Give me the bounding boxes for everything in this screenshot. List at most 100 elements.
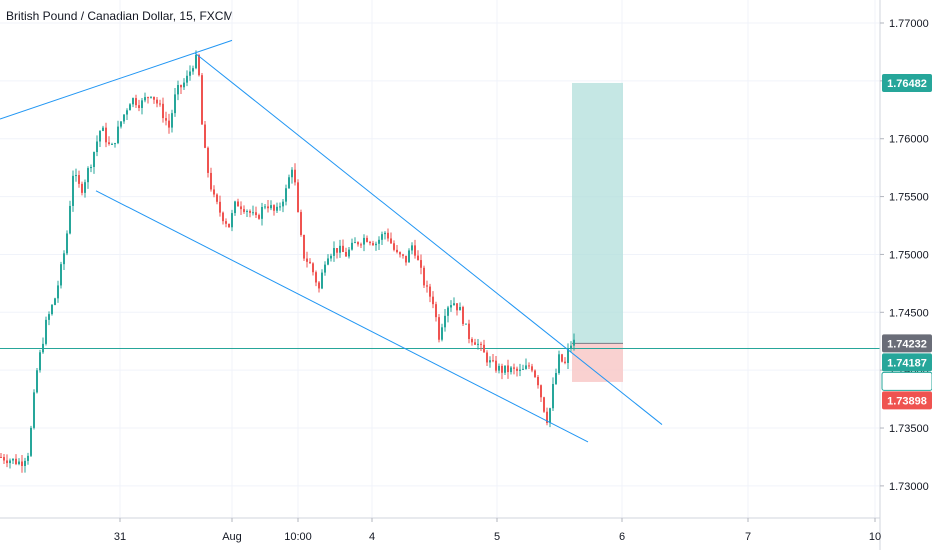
candle-body: [102, 127, 104, 131]
price-badge: [882, 391, 932, 410]
candle-body: [402, 254, 404, 256]
candle-body: [513, 367, 515, 369]
candle-body: [279, 206, 281, 208]
candle-body: [15, 458, 17, 465]
candle-body: [339, 245, 341, 253]
price-tick-label: 1.73500: [889, 423, 929, 435]
price-tick-label: 1.77000: [889, 18, 929, 30]
candle-body: [228, 223, 230, 228]
price-badge-label: 1.74187: [887, 357, 927, 369]
time-tick-label: 6: [619, 531, 625, 543]
candle-body: [99, 130, 101, 142]
candle-body: [252, 212, 254, 214]
candle-body: [141, 100, 143, 108]
candle-body: [45, 319, 47, 344]
candle-body: [165, 118, 167, 121]
candle-body: [444, 315, 446, 328]
candle-body: [108, 142, 110, 144]
candle-body: [552, 383, 554, 409]
candle-body: [225, 221, 227, 224]
candle-body: [195, 54, 197, 69]
candle-body: [204, 124, 206, 148]
candle-body: [522, 368, 524, 370]
candle-body: [120, 121, 122, 127]
candle-body: [459, 307, 461, 311]
candle-body: [78, 175, 80, 184]
candle-body: [426, 285, 428, 287]
candle-body: [159, 103, 161, 105]
candle-body: [69, 205, 71, 234]
candle-body: [378, 239, 380, 244]
candle-body: [189, 71, 191, 76]
candle-body: [411, 245, 413, 251]
time-tick-label: 31: [114, 531, 126, 543]
candle-body: [282, 201, 284, 207]
candle-body: [222, 212, 224, 222]
candle-body: [498, 365, 500, 371]
candle-body: [420, 260, 422, 268]
candle-body: [483, 344, 485, 353]
price-badge-label: 1.74232: [887, 338, 927, 350]
candle-body: [318, 282, 320, 289]
candle-body: [564, 361, 566, 363]
candle-body: [540, 385, 542, 398]
candle-body: [384, 232, 386, 235]
candle-body: [243, 209, 245, 212]
candle-body: [93, 152, 95, 167]
candle-body: [294, 169, 296, 183]
candle-body: [342, 245, 344, 252]
candle-body: [573, 339, 575, 346]
candle-body: [501, 365, 503, 373]
candle-body: [504, 365, 506, 373]
candle-body: [285, 188, 287, 202]
candle-body: [546, 411, 548, 423]
candle-body: [477, 343, 479, 345]
candle-body: [309, 261, 311, 264]
candle-body: [561, 354, 563, 362]
candle-body: [75, 175, 77, 177]
candle-body: [570, 345, 572, 349]
candle-body: [192, 68, 194, 72]
price-tick-label: 1.73000: [889, 481, 929, 493]
candle-body: [462, 307, 464, 324]
candle-body: [423, 267, 425, 286]
candle-body: [516, 368, 518, 371]
candle-body: [360, 244, 362, 246]
candle-body: [366, 237, 368, 242]
candle-body: [66, 233, 68, 254]
candle-body: [54, 298, 56, 305]
candle-body: [3, 457, 5, 461]
candle-body: [111, 143, 113, 145]
candle-body: [186, 75, 188, 83]
candle-body: [234, 201, 236, 214]
candle-body: [348, 249, 350, 257]
candle-body: [447, 307, 449, 316]
candle-body: [177, 85, 179, 95]
candle-body: [405, 255, 407, 263]
candle-body: [372, 243, 374, 246]
candle-body: [24, 460, 26, 466]
trendline-lower-channel: [95, 190, 589, 443]
candle-body: [132, 98, 134, 105]
candle-body: [537, 376, 539, 386]
candle-body: [87, 168, 89, 183]
candle-body: [345, 251, 347, 257]
candle-body: [387, 232, 389, 239]
candle-body: [435, 304, 437, 318]
candle-body: [246, 210, 248, 212]
candle-body: [42, 343, 44, 353]
candle-body: [297, 182, 299, 213]
candle-body: [117, 126, 119, 144]
price-tick-label: 1.76000: [889, 134, 929, 146]
price-tick-label: 1.75000: [889, 249, 929, 261]
time-tick-label: 10: [869, 531, 881, 543]
candle-body: [264, 206, 266, 208]
candle-body: [303, 234, 305, 259]
time-tick-label: 5: [494, 531, 500, 543]
candle-body: [90, 166, 92, 169]
price-badge: [882, 353, 932, 372]
candle-body: [558, 354, 560, 374]
candle-body: [9, 460, 11, 464]
price-badge-label: 1.73898: [887, 395, 927, 407]
